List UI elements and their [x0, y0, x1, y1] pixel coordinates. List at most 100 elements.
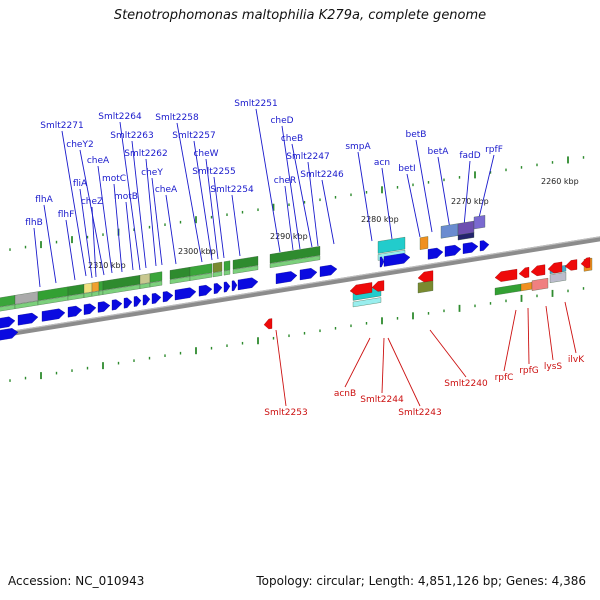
cds-reverse-arrow — [494, 268, 518, 282]
gene-label-forward-leader — [125, 201, 134, 271]
cds-forward-arrow — [275, 271, 298, 285]
cds-forward-arrow — [0, 328, 19, 341]
gene-label-forward-leader — [65, 219, 76, 281]
gene-label-reverse-leader — [503, 309, 517, 372]
cds-reverse-arrow — [564, 259, 578, 271]
cog-box — [269, 246, 321, 264]
cds-forward-arrow — [133, 296, 142, 307]
topology-text: Topology: circular; Length: 4,851,126 bp… — [256, 574, 586, 588]
gene-label-forward-leader — [463, 160, 471, 227]
gene-label-forward: flhF — [58, 210, 75, 220]
gene-label-forward-leader — [119, 121, 141, 271]
cog-box — [494, 283, 522, 296]
gene-label-reverse-leader — [527, 307, 530, 365]
gene-label-reverse: ilvK — [568, 355, 585, 365]
gene-label-forward-leader — [176, 122, 203, 263]
cog-box — [520, 282, 533, 292]
gene-label-forward-leader — [33, 227, 41, 288]
gene-label-reverse-leader — [344, 337, 371, 388]
cds-forward-arrow — [111, 299, 123, 311]
cog-box-sub — [232, 265, 259, 274]
cds-reverse-arrow — [547, 261, 563, 274]
gene-label-forward-leader — [91, 206, 97, 278]
gene-label-forward: Smlt2258 — [155, 113, 199, 123]
gene-label-reverse: rpfC — [495, 373, 514, 383]
cog-box — [417, 280, 434, 294]
gene-label-reverse: acnB — [334, 389, 356, 399]
cog-box-sub — [91, 291, 100, 297]
cds-reverse-arrow — [263, 318, 273, 330]
scale-label: 2310 kbp — [88, 261, 126, 270]
gene-label-forward-leader — [79, 149, 105, 276]
cog-box — [83, 282, 93, 294]
gene-label-forward-leader — [151, 177, 163, 266]
gene-label-forward: cheA — [155, 185, 178, 195]
cog-box-sub — [149, 280, 163, 288]
cog-box — [223, 260, 231, 271]
gene-label-forward-leader — [381, 167, 393, 240]
gene-label-reverse: Smlt2244 — [360, 395, 404, 405]
cds-forward-arrow — [223, 281, 231, 293]
scale-label: 2270 kbp — [451, 197, 489, 206]
gene-label-reverse: Smlt2243 — [398, 408, 441, 418]
gene-label-reverse-leader — [381, 337, 385, 394]
cds-forward-arrow — [462, 242, 479, 254]
cog-box-sub — [212, 271, 223, 278]
cds-forward-arrow — [67, 305, 83, 318]
cog-box — [473, 215, 486, 230]
gene-label-forward-leader — [406, 173, 421, 238]
cds-forward-arrow — [383, 253, 411, 267]
genome-backbone — [0, 236, 600, 338]
gene-label-forward-leader — [131, 140, 147, 269]
gene-label-reverse: rpfG — [519, 366, 539, 376]
gene-label-forward: rpfF — [485, 145, 503, 155]
gene-label-forward: betB — [406, 130, 427, 140]
cds-forward-arrow — [17, 312, 39, 326]
scale-label: 2260 kbp — [541, 177, 579, 186]
gene-label-forward: Smlt2271 — [40, 121, 83, 131]
cds-forward-arrow — [198, 284, 213, 297]
cds-forward-arrow — [123, 297, 133, 309]
gene-label-reverse-leader — [545, 305, 554, 361]
cds-forward-arrow — [319, 264, 338, 277]
gene-label-forward-leader — [307, 161, 319, 247]
scale-labels: 2310 kbp 2300 kbp 2290 kbp 2280 kbp 2270 kbp… — [88, 177, 579, 270]
cog-box-sub — [83, 292, 93, 298]
gene-label-forward: cheA — [87, 156, 110, 166]
gene-label-forward-leader — [43, 204, 57, 284]
gene-label-forward-leader — [415, 139, 433, 233]
gene-label-forward: cheZ — [81, 197, 103, 207]
cog-category-boxes — [0, 215, 593, 312]
gene-label-forward-leader — [193, 140, 213, 261]
gene-label-forward: Smlt2263 — [110, 131, 153, 141]
gene-label-reverse-leader — [275, 329, 287, 407]
gene-label-forward-leader — [213, 176, 225, 259]
gene-label-forward: cheB — [281, 134, 303, 144]
gene-label-forward-leader — [145, 158, 157, 267]
gene-label-forward: Smlt2264 — [98, 112, 142, 122]
gene-label-reverse: Smlt2253 — [264, 408, 307, 418]
gene-label-forward: fliA — [73, 179, 88, 189]
gene-label-forward: Smlt2262 — [124, 149, 167, 159]
gene-label-forward-leader — [284, 185, 294, 251]
gene-label-forward-leader — [255, 108, 281, 253]
cds-forward-arrow — [97, 301, 111, 313]
gene-label-forward: motB — [114, 192, 138, 202]
cds-forward-arrow — [427, 247, 444, 260]
cds-forward-arrow — [444, 244, 462, 257]
gene-label-forward: flhA — [35, 195, 53, 205]
gene-label-reverse-leader — [387, 337, 421, 407]
gene-label-forward: Smlt2251 — [234, 99, 277, 109]
gene-label-forward: Smlt2246 — [300, 170, 344, 180]
gene-label-forward-leader — [205, 158, 219, 260]
cds-forward-arrow — [379, 256, 385, 268]
cds-reverse-arrow — [530, 264, 546, 277]
cog-box — [189, 263, 213, 277]
gene-label-forward-leader — [61, 130, 87, 277]
gene-label-forward: cheY2 — [66, 140, 93, 150]
gene-label-forward: betA — [428, 147, 450, 157]
accession-text: Accession: NC_010943 — [8, 574, 145, 588]
gene-label-forward: Smlt2255 — [192, 167, 235, 177]
cds-reverse-arrow — [417, 270, 434, 283]
cds-reverse-arrow — [580, 257, 591, 269]
